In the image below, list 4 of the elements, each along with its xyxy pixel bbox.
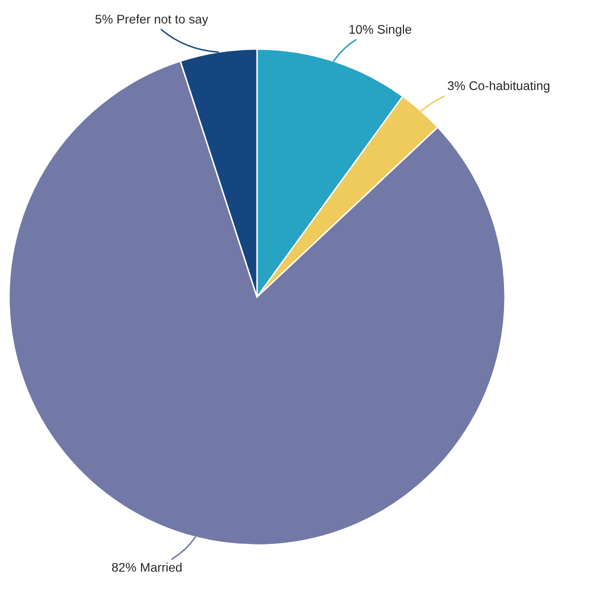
slice-label: 82% Married <box>112 562 182 572</box>
slice-label: 3% Co-habituating <box>448 80 550 93</box>
slice-label: 5% Prefer not to say <box>95 14 208 26</box>
slice-label: 10% Single <box>350 24 412 36</box>
